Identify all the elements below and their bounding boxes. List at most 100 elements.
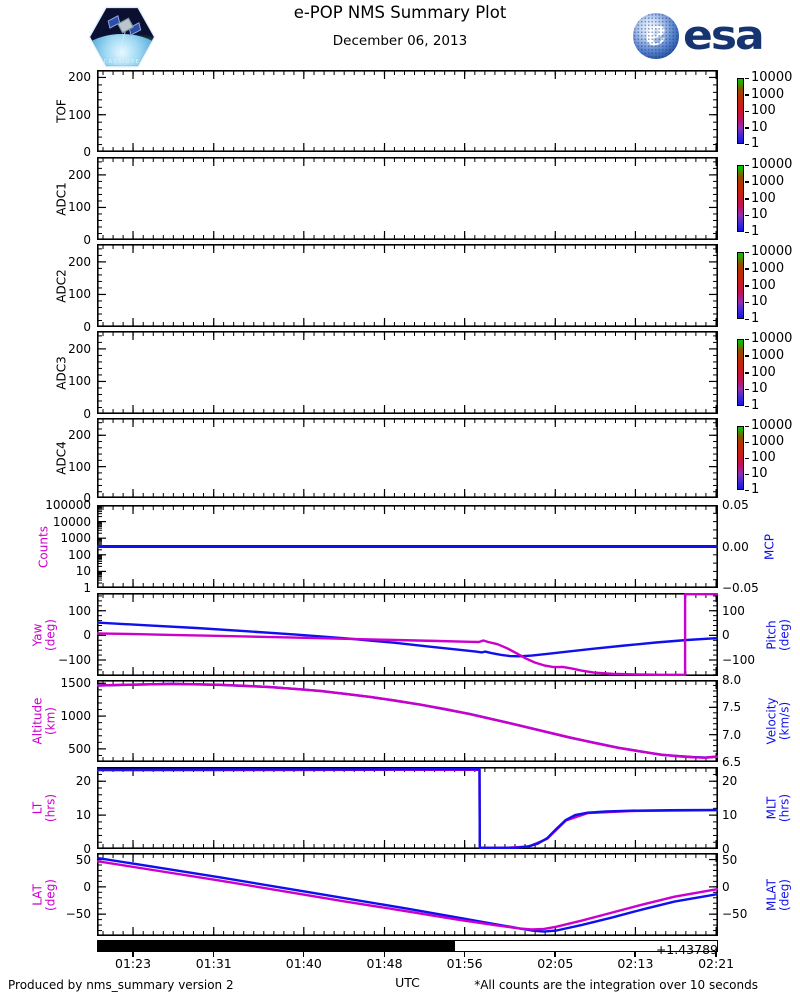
ytick-label: 0 <box>83 628 91 643</box>
colorbar-label: 10 <box>751 207 768 223</box>
ytick-label: 0 <box>83 145 91 159</box>
axis-label-adc4: ADC4 <box>54 441 69 475</box>
colorbar <box>737 339 744 406</box>
axis-label-altitude: Velocity (km/s) <box>764 697 792 745</box>
ytick-label-right: 10 <box>722 808 738 823</box>
esa-globe-icon: e <box>633 12 679 59</box>
ytick-label: 100000 <box>45 498 91 512</box>
ytick-label: −100 <box>58 652 91 667</box>
page-title: e-POP NMS Summary Plot <box>293 3 507 22</box>
colorbar-label: 10 <box>751 119 768 135</box>
strip-tick <box>212 952 215 957</box>
ytick-label: 0 <box>83 879 91 894</box>
ytick-label-right: −50 <box>722 907 748 922</box>
xtick-label: 01:48 <box>366 956 403 971</box>
xtick-label: 02:05 <box>537 956 574 971</box>
ytick-label: 100 <box>68 459 91 474</box>
ytick-label: 200 <box>68 428 91 443</box>
axis-label-counts: Counts <box>36 525 51 568</box>
ytick-label: 100 <box>68 200 91 215</box>
panel-adc3 <box>97 331 719 415</box>
plot-date: December 06, 2013 <box>332 33 468 49</box>
strip-tick <box>715 952 717 957</box>
ytick-label: 10 <box>75 564 91 579</box>
colorbar-tick <box>745 338 749 340</box>
colorbar <box>737 165 744 232</box>
colorbar-tick <box>745 473 749 475</box>
ytick-label: 100 <box>68 374 91 389</box>
panel-tof <box>97 69 719 153</box>
ytick-label-right: 0 <box>722 842 730 856</box>
ytick-label: 200 <box>68 167 91 182</box>
ytick-label: 0 <box>83 407 91 421</box>
colorbar-tick <box>745 143 749 145</box>
panel-adc1 <box>97 157 719 241</box>
ytick-label: 100 <box>68 603 91 618</box>
ytick-label: 0 <box>83 320 91 334</box>
colorbar-tick <box>745 181 749 183</box>
ytick-label-right: 100 <box>722 603 745 618</box>
colorbar <box>737 252 744 319</box>
colorbar <box>737 78 744 144</box>
colorbar-label: 100 <box>751 450 776 465</box>
colorbar-label: 1 <box>751 136 760 151</box>
colorbar-tick <box>745 231 749 233</box>
ytick-label: 200 <box>68 254 91 269</box>
ytick-label: 1000 <box>60 531 91 546</box>
axis-label-lt: MLT (hrs) <box>764 793 792 823</box>
strip-tick <box>634 952 636 957</box>
series-Velocity <box>96 682 719 759</box>
colorbar-tick <box>745 405 749 407</box>
axis-label-adc3: ADC3 <box>54 355 69 390</box>
ytick-label: 0 <box>83 233 91 247</box>
xtick-label: 02:21 <box>698 956 735 971</box>
colorbar-tick <box>745 388 749 391</box>
ytick-label: 200 <box>68 341 91 356</box>
colorbar-label: 1 <box>751 311 760 326</box>
counts-note-text: *All counts are the integration over 10 … <box>474 978 758 992</box>
axis-label-adc2: ADC2 <box>54 268 69 303</box>
ytick-label-right: −100 <box>722 652 755 667</box>
colorbar-tick <box>745 425 749 427</box>
colorbar-tick <box>745 164 749 166</box>
series-LT <box>96 768 719 850</box>
colorbar-label: 1000 <box>751 173 785 189</box>
ytick-label: 200 <box>68 70 91 85</box>
colorbar-tick <box>745 301 749 304</box>
colorbar-label: 1000 <box>751 260 785 276</box>
panel-counts <box>97 504 719 589</box>
colorbar-label: 1000 <box>751 434 785 449</box>
colorbar-label: 10000 <box>751 244 793 259</box>
ytick-label-right: 0 <box>722 628 730 643</box>
ytick-label: 1500 <box>60 676 91 691</box>
axis-label-tof: TOF <box>54 99 69 123</box>
axis-label-lat: LAT (deg) <box>30 878 58 911</box>
ytick-label-right: −0.05 <box>722 581 759 595</box>
ytick-label-right: 0.05 <box>722 498 749 512</box>
panel-lt <box>96 767 719 850</box>
colorbar-label: 10 <box>751 381 768 397</box>
colorbar-label: 10000 <box>751 157 793 172</box>
xtick-label: 01:23 <box>115 956 152 971</box>
axis-label-yaw: Pitch (deg) <box>764 618 792 651</box>
colorbar-tick <box>745 355 749 357</box>
colorbar-tick <box>745 94 749 96</box>
colorbar-label: 10000 <box>751 418 793 433</box>
series-LAT <box>96 860 719 931</box>
x-axis-label: UTC <box>395 975 420 990</box>
esa-logo: e esa <box>633 12 765 59</box>
colorbar-label: 1 <box>751 482 760 497</box>
colorbar-label: 1 <box>751 398 760 413</box>
panel-altitude <box>96 679 719 763</box>
colorbar-tick <box>745 489 749 491</box>
strip-tick <box>463 952 466 957</box>
mission-patch-label: CASSIOPE <box>103 58 141 65</box>
axis-label-counts: MCP <box>762 533 777 560</box>
xtick-label: 01:31 <box>195 956 232 971</box>
strip-tick <box>132 952 134 957</box>
ytick-label-right: 0 <box>722 879 730 894</box>
ytick-label: 500 <box>68 741 91 756</box>
ytick-label: 10000 <box>52 514 91 529</box>
series-MLT <box>96 767 719 850</box>
colorbar-label: 10 <box>751 294 768 310</box>
